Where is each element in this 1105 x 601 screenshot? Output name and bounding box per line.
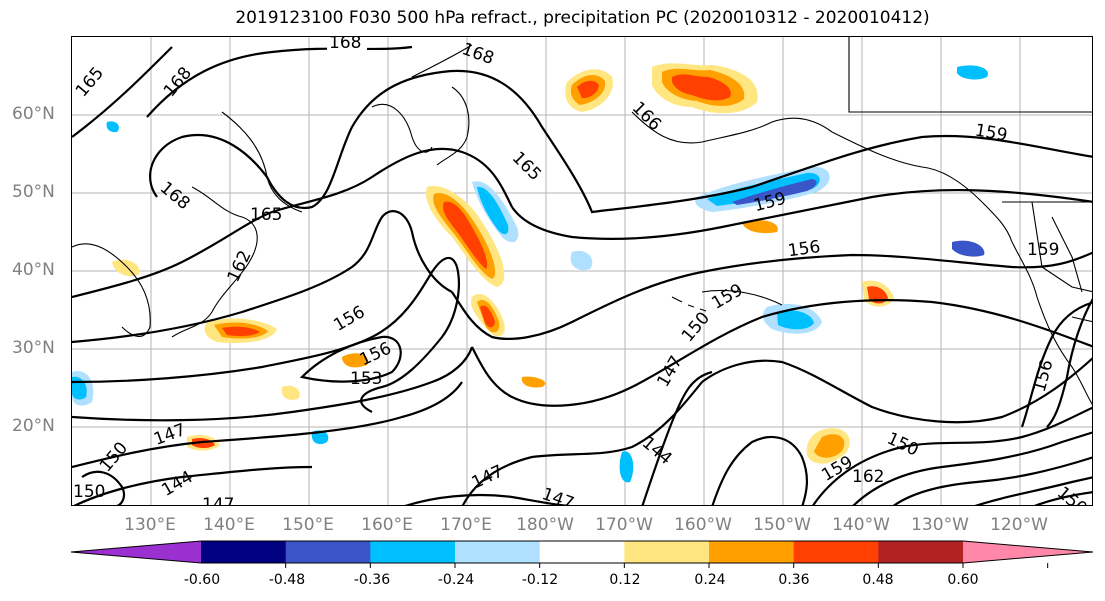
contour-label: 150 (678, 308, 714, 346)
colorbar-tick-label: 0.12 (609, 572, 641, 588)
contour-label: 168 (160, 63, 196, 101)
contour-label: 150 (884, 429, 922, 461)
lon-label: 180°W (516, 515, 574, 535)
lat-label-60n: 60°N (12, 104, 55, 124)
colorbar-tick-label: -0.48 (268, 572, 306, 588)
contour-label: 165 (250, 205, 282, 225)
contour-label: 162 (852, 467, 884, 487)
contour-label: 153 (350, 369, 382, 389)
colorbar-swatch (285, 541, 371, 563)
colorbar-swatch (539, 541, 625, 563)
lon-label: 130°W (911, 515, 969, 535)
lon-label: 140°E (203, 515, 255, 535)
colorbar-ticks (285, 563, 1049, 568)
contour-label: 168 (459, 39, 496, 69)
contour-label: 147 (202, 495, 234, 506)
contour-label: 156 (787, 237, 822, 261)
colorbar-swatch (709, 541, 795, 563)
map-panel: 168 165 168 168 165 168 166 165 159 162 … (71, 36, 1093, 506)
colorbar-tick-label: -0.12 (521, 572, 559, 588)
colorbar-swatch (878, 541, 964, 563)
contour-label: 150 (73, 482, 105, 502)
contour-label: 156 (330, 302, 368, 336)
lat-label-40n: 40°N (12, 260, 55, 280)
precipitation-shading (72, 63, 988, 483)
refractivity-contours (72, 45, 1092, 505)
colorbar-tick-label: -0.24 (437, 572, 475, 588)
lon-label: 120°W (990, 515, 1048, 535)
colorbar-swatch (71, 541, 201, 563)
contour-label: 159 (973, 120, 1008, 145)
contour-label: 168 (156, 178, 194, 214)
contour-label: 165 (72, 63, 108, 101)
contour-label: 144 (638, 433, 676, 469)
colorbar (70, 540, 1094, 568)
lat-label-50n: 50°N (12, 182, 55, 202)
contour-label: 147 (151, 420, 188, 450)
lon-label: 170°W (595, 515, 653, 535)
contour-label: 159 (708, 280, 746, 314)
map-title: 2019123100 F030 500 hPa refract., precip… (235, 8, 930, 28)
contour-label: 147 (469, 461, 507, 493)
lon-label: 130°E (124, 515, 176, 535)
colorbar-tick-label: -0.60 (183, 572, 221, 588)
map-canvas: 168 165 168 168 165 168 166 165 159 162 … (72, 37, 1092, 506)
contour-label: 150 (96, 438, 132, 476)
lon-label: 160°W (674, 515, 732, 535)
colorbar-tick-label: -0.36 (353, 572, 391, 588)
contour-label: 144 (158, 467, 196, 501)
contour-label: 156 (357, 338, 395, 370)
lon-label: 150°W (753, 515, 811, 535)
contour-label: 147 (539, 484, 576, 506)
contour-label: 166 (628, 98, 665, 135)
contour-label: 159 (1027, 240, 1059, 260)
colorbar-swatch (370, 541, 456, 563)
lon-label: 160°E (361, 515, 413, 535)
colorbar-tick-label: 0.24 (694, 572, 726, 588)
colorbar-swatch (624, 541, 710, 563)
lon-label: 140°W (832, 515, 890, 535)
lon-label: 170°E (440, 515, 492, 535)
colorbar-tick-label: 0.48 (862, 572, 894, 588)
coastlines (72, 37, 1092, 405)
colorbar-swatch (793, 541, 879, 563)
colorbar-swatch (455, 541, 541, 563)
colorbar-swatch (963, 541, 1093, 563)
contour-label: 162 (224, 247, 256, 285)
lat-label-20n: 20°N (12, 416, 55, 436)
contour-label: 165 (508, 148, 545, 185)
colorbar-swatch (201, 541, 287, 563)
lon-label: 150°E (282, 515, 334, 535)
colorbar-swatches (70, 540, 1094, 564)
colorbar-tick-label: 0.60 (947, 572, 979, 588)
contour-label: 168 (329, 37, 361, 53)
colorbar-tick-label: 0.36 (778, 572, 810, 588)
colorbar-outline (70, 540, 1094, 564)
lat-label-30n: 30°N (12, 338, 55, 358)
